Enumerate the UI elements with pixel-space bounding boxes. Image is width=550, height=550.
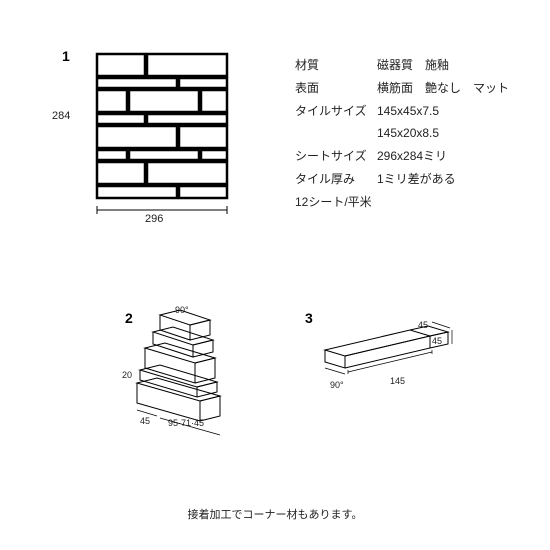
spec-label-tilesize: タイルサイズ <box>295 100 377 123</box>
spec-value-sheetsize: 296x284ミリ <box>377 145 447 168</box>
spec-label-thickness: タイル厚み <box>295 168 377 191</box>
spec-value-material: 磁器質 施釉 <box>377 54 449 77</box>
spec-label-material: 材質 <box>295 54 377 77</box>
fig3-label: 3 <box>305 310 313 326</box>
fig2-diagram <box>135 310 245 440</box>
footer-caption: 接着加工でコーナー材もあります。 <box>0 506 550 522</box>
spec-value-tilesize2: 145x20x8.5 <box>377 122 439 145</box>
spec-label-surface: 表面 <box>295 77 377 100</box>
fig2-label: 2 <box>125 310 133 326</box>
spec-label-persqm: 12シート/平米 <box>295 191 377 214</box>
fig1-label: 1 <box>62 48 70 64</box>
spec-value-tilesize: 145x45x7.5 <box>377 100 439 123</box>
fig3-diagram <box>320 320 470 410</box>
fig1-height-dim: 284 <box>52 110 70 122</box>
spec-table: 材質 磁器質 施釉 表面 横筋面 艶なし マット タイルサイズ 145x45x7… <box>295 54 509 214</box>
spec-value-thickness: 1ミリ差がある <box>377 168 456 191</box>
spec-value-surface: 横筋面 艶なし マット <box>377 77 509 100</box>
spec-label-sheetsize: シートサイズ <box>295 145 377 168</box>
fig1-diagram <box>85 50 245 235</box>
fig2-dim-h: 20 <box>122 370 132 380</box>
